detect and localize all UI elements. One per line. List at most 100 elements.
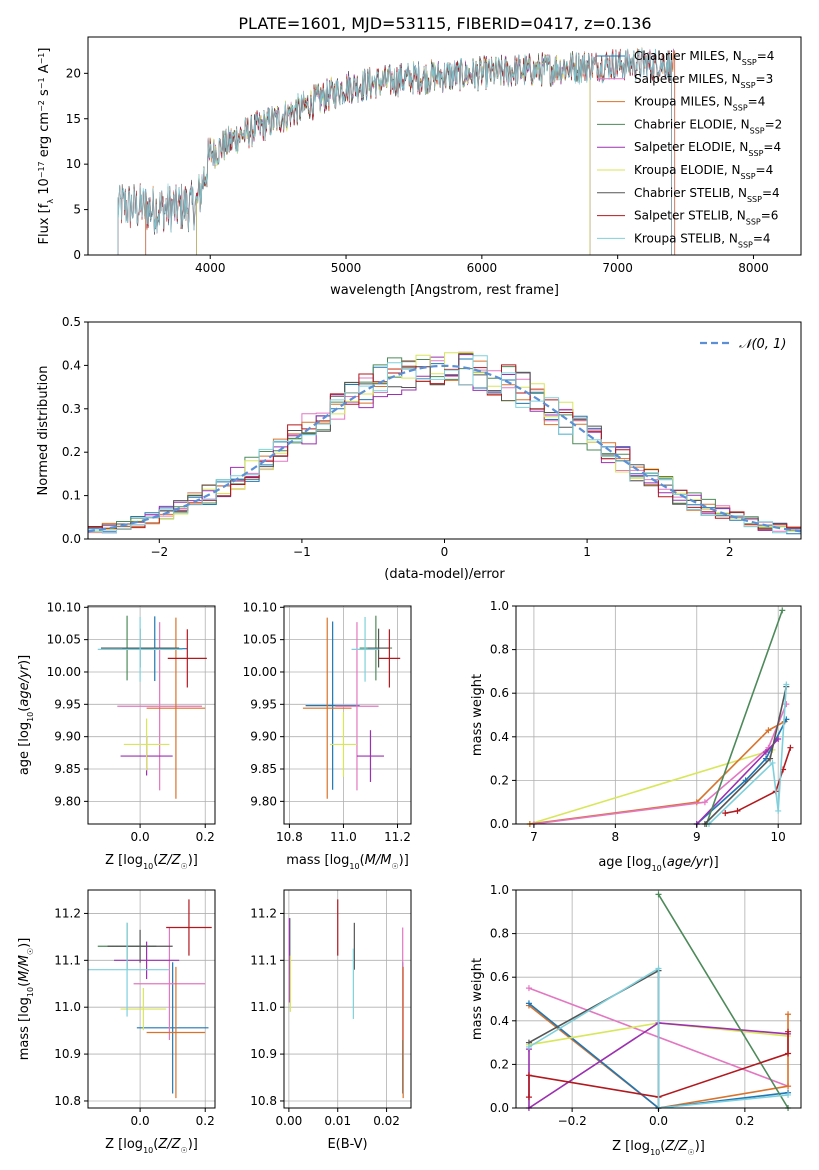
x-axis-label: Z [log10(Z/Z☉)] [105, 853, 198, 871]
y-tick-label: 11.1 [54, 953, 81, 967]
y-tick-label: 0 [73, 248, 81, 262]
y-tick-label: 0.4 [490, 1014, 509, 1028]
weight-marker [785, 1083, 792, 1090]
y-tick-label: 9.80 [54, 794, 81, 808]
x-tick-label: 7 [530, 830, 538, 844]
errorbar-group [288, 899, 404, 1099]
y-tick-label: 9.85 [250, 762, 277, 776]
legend-label: Salpeter MILES, NSSP=3 [634, 72, 773, 90]
mass-vs-ebv-panel: 0.00 0.01 0.02 10.8 10.9 11.0 11.1 11.2 E(B-V) [250, 889, 412, 1152]
y-tick-label: 11.2 [250, 906, 277, 920]
x-axis-label: Z [log10(Z/Z☉)] [105, 1137, 198, 1155]
spectrum-line [117, 48, 672, 255]
y-tick-label: 10.00 [47, 665, 81, 679]
y-tick-label: 10.10 [243, 600, 277, 614]
y-tick-label: 0.1 [62, 489, 81, 503]
x-tick-label: 0.2 [735, 1114, 754, 1128]
x-axis-label: age [log10(age/yr)] [598, 855, 718, 873]
legend-label: Chabrier MILES, NSSP=4 [634, 49, 774, 67]
gaussian-curve [87, 364, 802, 533]
weight-marker [655, 965, 662, 972]
weight-line [708, 684, 788, 825]
errorbar-group [302, 615, 401, 799]
weight-vs-age-panel: 7 8 9 10 0.0 0.2 0.4 0.6 0.8 1.0 age [log10(age/yr… [470, 599, 802, 873]
x-tick-label: 4000 [195, 261, 226, 275]
y-tick-label: 0.2 [62, 445, 81, 459]
y-tick-label: 10.8 [250, 1094, 277, 1108]
x-tick-label: 0.00 [276, 1114, 303, 1128]
weight-marker [785, 1011, 792, 1018]
y-tick-label: 20 [66, 66, 81, 80]
weight-marker [775, 807, 782, 814]
legend-label: Salpeter ELODIE, NSSP=4 [634, 140, 781, 158]
legend-label: Kroupa ELODIE, NSSP=4 [634, 163, 773, 181]
y-tick-label: 9.80 [250, 794, 277, 808]
x-tick-label: 0.0 [131, 830, 150, 844]
weight-line [705, 610, 784, 825]
y-tick-label: 9.90 [54, 730, 81, 744]
x-tick-label: 10 [771, 830, 786, 844]
x-tick-label: 0.2 [196, 830, 215, 844]
weight-marker [762, 749, 769, 756]
x-tick-label: 6000 [467, 261, 498, 275]
y-axis-label: mass [log10(M/M☉)] [17, 938, 35, 1061]
x-tick-label: 0.0 [649, 1114, 668, 1128]
y-tick-label: 1.0 [490, 883, 509, 897]
weight-marker [785, 1028, 792, 1035]
axes-frame [515, 605, 802, 825]
x-tick-label: 0 [441, 545, 449, 559]
legend-label: Salpeter STELIB, NSSP=6 [634, 209, 778, 227]
weight-line [528, 967, 789, 1109]
x-axis-label: Z [log10(Z/Z☉)] [612, 1139, 705, 1157]
y-tick-label: 10.05 [243, 633, 277, 647]
x-tick-label: 8 [612, 830, 620, 844]
weight-marker [722, 810, 729, 817]
y-axis-label: Flux [fλ 10−17 erg cm−2 s−1 A−1] [37, 48, 55, 245]
weight-line [529, 749, 773, 825]
y-tick-label: 5 [73, 203, 81, 217]
y-tick-label: 0.5 [62, 315, 81, 329]
y-tick-label: 10.8 [54, 1094, 81, 1108]
y-tick-label: 1.0 [490, 599, 509, 613]
y-tick-label: 10 [66, 157, 81, 171]
y-tick-label: 0.3 [62, 402, 81, 416]
y-tick-label: 9.95 [250, 697, 277, 711]
legend-label: Chabrier ELODIE, NSSP=2 [634, 117, 782, 135]
y-tick-label: 0.0 [62, 532, 81, 546]
weight-marker [525, 1043, 532, 1050]
y-axis-label: mass weight [470, 674, 485, 756]
mass-vs-Z-panel: 0.0 0.2 10.8 10.9 11.0 11.1 11.2 Z [log10(Z/Z☉)… [17, 889, 216, 1155]
y-axis-label: mass weight [470, 958, 485, 1040]
y-tick-label: 9.95 [54, 697, 81, 711]
y-tick-label: 10.00 [243, 665, 277, 679]
weight-marker [769, 759, 776, 766]
age-vs-Z-panel: 0.0 0.2 9.80 9.85 9.90 9.95 10.00 10.05 10.10 Z [… [17, 600, 216, 871]
weight-marker [525, 1094, 532, 1101]
x-tick-label: 8000 [738, 261, 769, 275]
x-tick-label: 9 [693, 830, 701, 844]
legend-label: Kroupa MILES, NSSP=4 [634, 95, 765, 113]
y-tick-label: 9.85 [54, 762, 81, 776]
weight-line [528, 969, 660, 1108]
y-tick-label: 11.0 [54, 1000, 81, 1014]
x-tick-label: −1 [293, 545, 311, 559]
y-axis-label: Normed distribution [36, 366, 51, 496]
x-axis-label: mass [log10(M/M☉)] [286, 853, 409, 871]
x-tick-label: 11.2 [384, 830, 411, 844]
x-tick-label: 7000 [602, 261, 633, 275]
y-tick-label: 0.0 [490, 1101, 509, 1115]
x-tick-label: 0.0 [131, 1114, 150, 1128]
legend-label: Kroupa STELIB, NSSP=4 [634, 231, 771, 249]
x-axis-label: (data-model)/error [384, 567, 505, 582]
weight-marker [765, 727, 772, 734]
x-tick-label: −2 [150, 545, 168, 559]
weight-marker [779, 607, 786, 614]
y-tick-label: 11.1 [250, 953, 277, 967]
x-axis-label: wavelength [Angstrom, rest frame] [330, 283, 559, 298]
weight-marker [525, 1000, 532, 1007]
y-tick-label: 9.90 [250, 730, 277, 744]
y-tick-label: 10.9 [54, 1047, 81, 1061]
x-tick-label: 10.8 [276, 830, 303, 844]
weight-vs-Z-panel: −0.2 0.0 0.2 0.0 0.2 0.4 0.6 0.8 1.0 Z [log10(Z/Z… [470, 883, 802, 1157]
